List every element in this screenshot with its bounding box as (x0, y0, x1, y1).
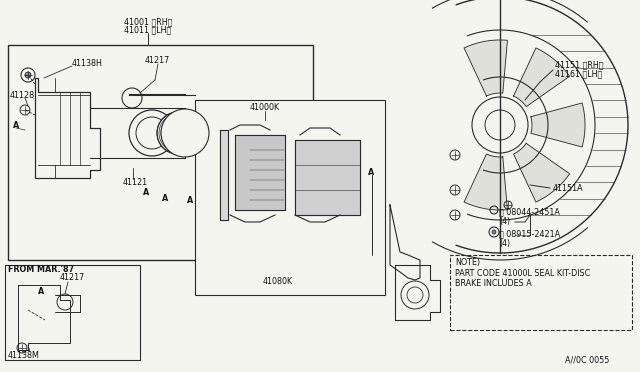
Circle shape (129, 110, 175, 156)
Text: 41217: 41217 (145, 55, 170, 64)
Text: (4): (4) (499, 217, 510, 225)
Bar (195, 100, 385, 295)
Text: PART CODE 41000L SEAL KIT-DISC: PART CODE 41000L SEAL KIT-DISC (455, 269, 590, 278)
Circle shape (25, 72, 31, 78)
Polygon shape (295, 140, 360, 215)
Circle shape (163, 118, 193, 148)
Text: 41128: 41128 (10, 90, 35, 99)
Text: 41000K: 41000K (250, 103, 280, 112)
Bar (8, 45, 313, 260)
Text: Ⓦ 08915-2421A: Ⓦ 08915-2421A (499, 230, 560, 238)
Text: BRAKE INCLUDES A: BRAKE INCLUDES A (455, 279, 532, 288)
Text: 41217: 41217 (60, 273, 85, 282)
Text: Ⓑ 08044-2451A: Ⓑ 08044-2451A (499, 208, 560, 217)
Circle shape (21, 68, 35, 82)
Text: A: A (187, 196, 193, 205)
Circle shape (492, 230, 496, 234)
Text: 41161 〈LH〉: 41161 〈LH〉 (555, 70, 602, 78)
Text: A: A (368, 167, 374, 176)
Circle shape (161, 109, 209, 157)
Text: NOTE): NOTE) (455, 257, 480, 266)
Polygon shape (464, 154, 508, 210)
Text: A: A (13, 121, 19, 129)
Bar (450, 255, 632, 330)
Text: A: A (143, 187, 149, 196)
Text: (4): (4) (499, 238, 510, 247)
Text: 41151A: 41151A (553, 183, 584, 192)
Polygon shape (220, 130, 228, 220)
Text: A: A (162, 193, 168, 202)
Bar (5, 265, 140, 360)
Text: 41011 〈LH〉: 41011 〈LH〉 (124, 26, 172, 35)
Text: A//0C 0055: A//0C 0055 (565, 356, 609, 365)
Text: 41138H: 41138H (72, 58, 103, 67)
Text: 41138M: 41138M (8, 352, 40, 360)
Text: A: A (38, 288, 44, 296)
Circle shape (122, 88, 142, 108)
Polygon shape (464, 40, 508, 96)
Polygon shape (513, 143, 570, 202)
Circle shape (20, 105, 30, 115)
Text: FROM MAR.'87: FROM MAR.'87 (8, 266, 74, 275)
Polygon shape (531, 103, 585, 147)
Text: 41001 〈RH〉: 41001 〈RH〉 (124, 17, 172, 26)
Text: 41151 〈RH〉: 41151 〈RH〉 (555, 61, 604, 70)
Text: 41121: 41121 (123, 177, 148, 186)
Text: 41080K: 41080K (263, 278, 293, 286)
Polygon shape (235, 135, 285, 210)
Circle shape (136, 117, 168, 149)
Polygon shape (513, 48, 570, 107)
Circle shape (157, 112, 199, 154)
